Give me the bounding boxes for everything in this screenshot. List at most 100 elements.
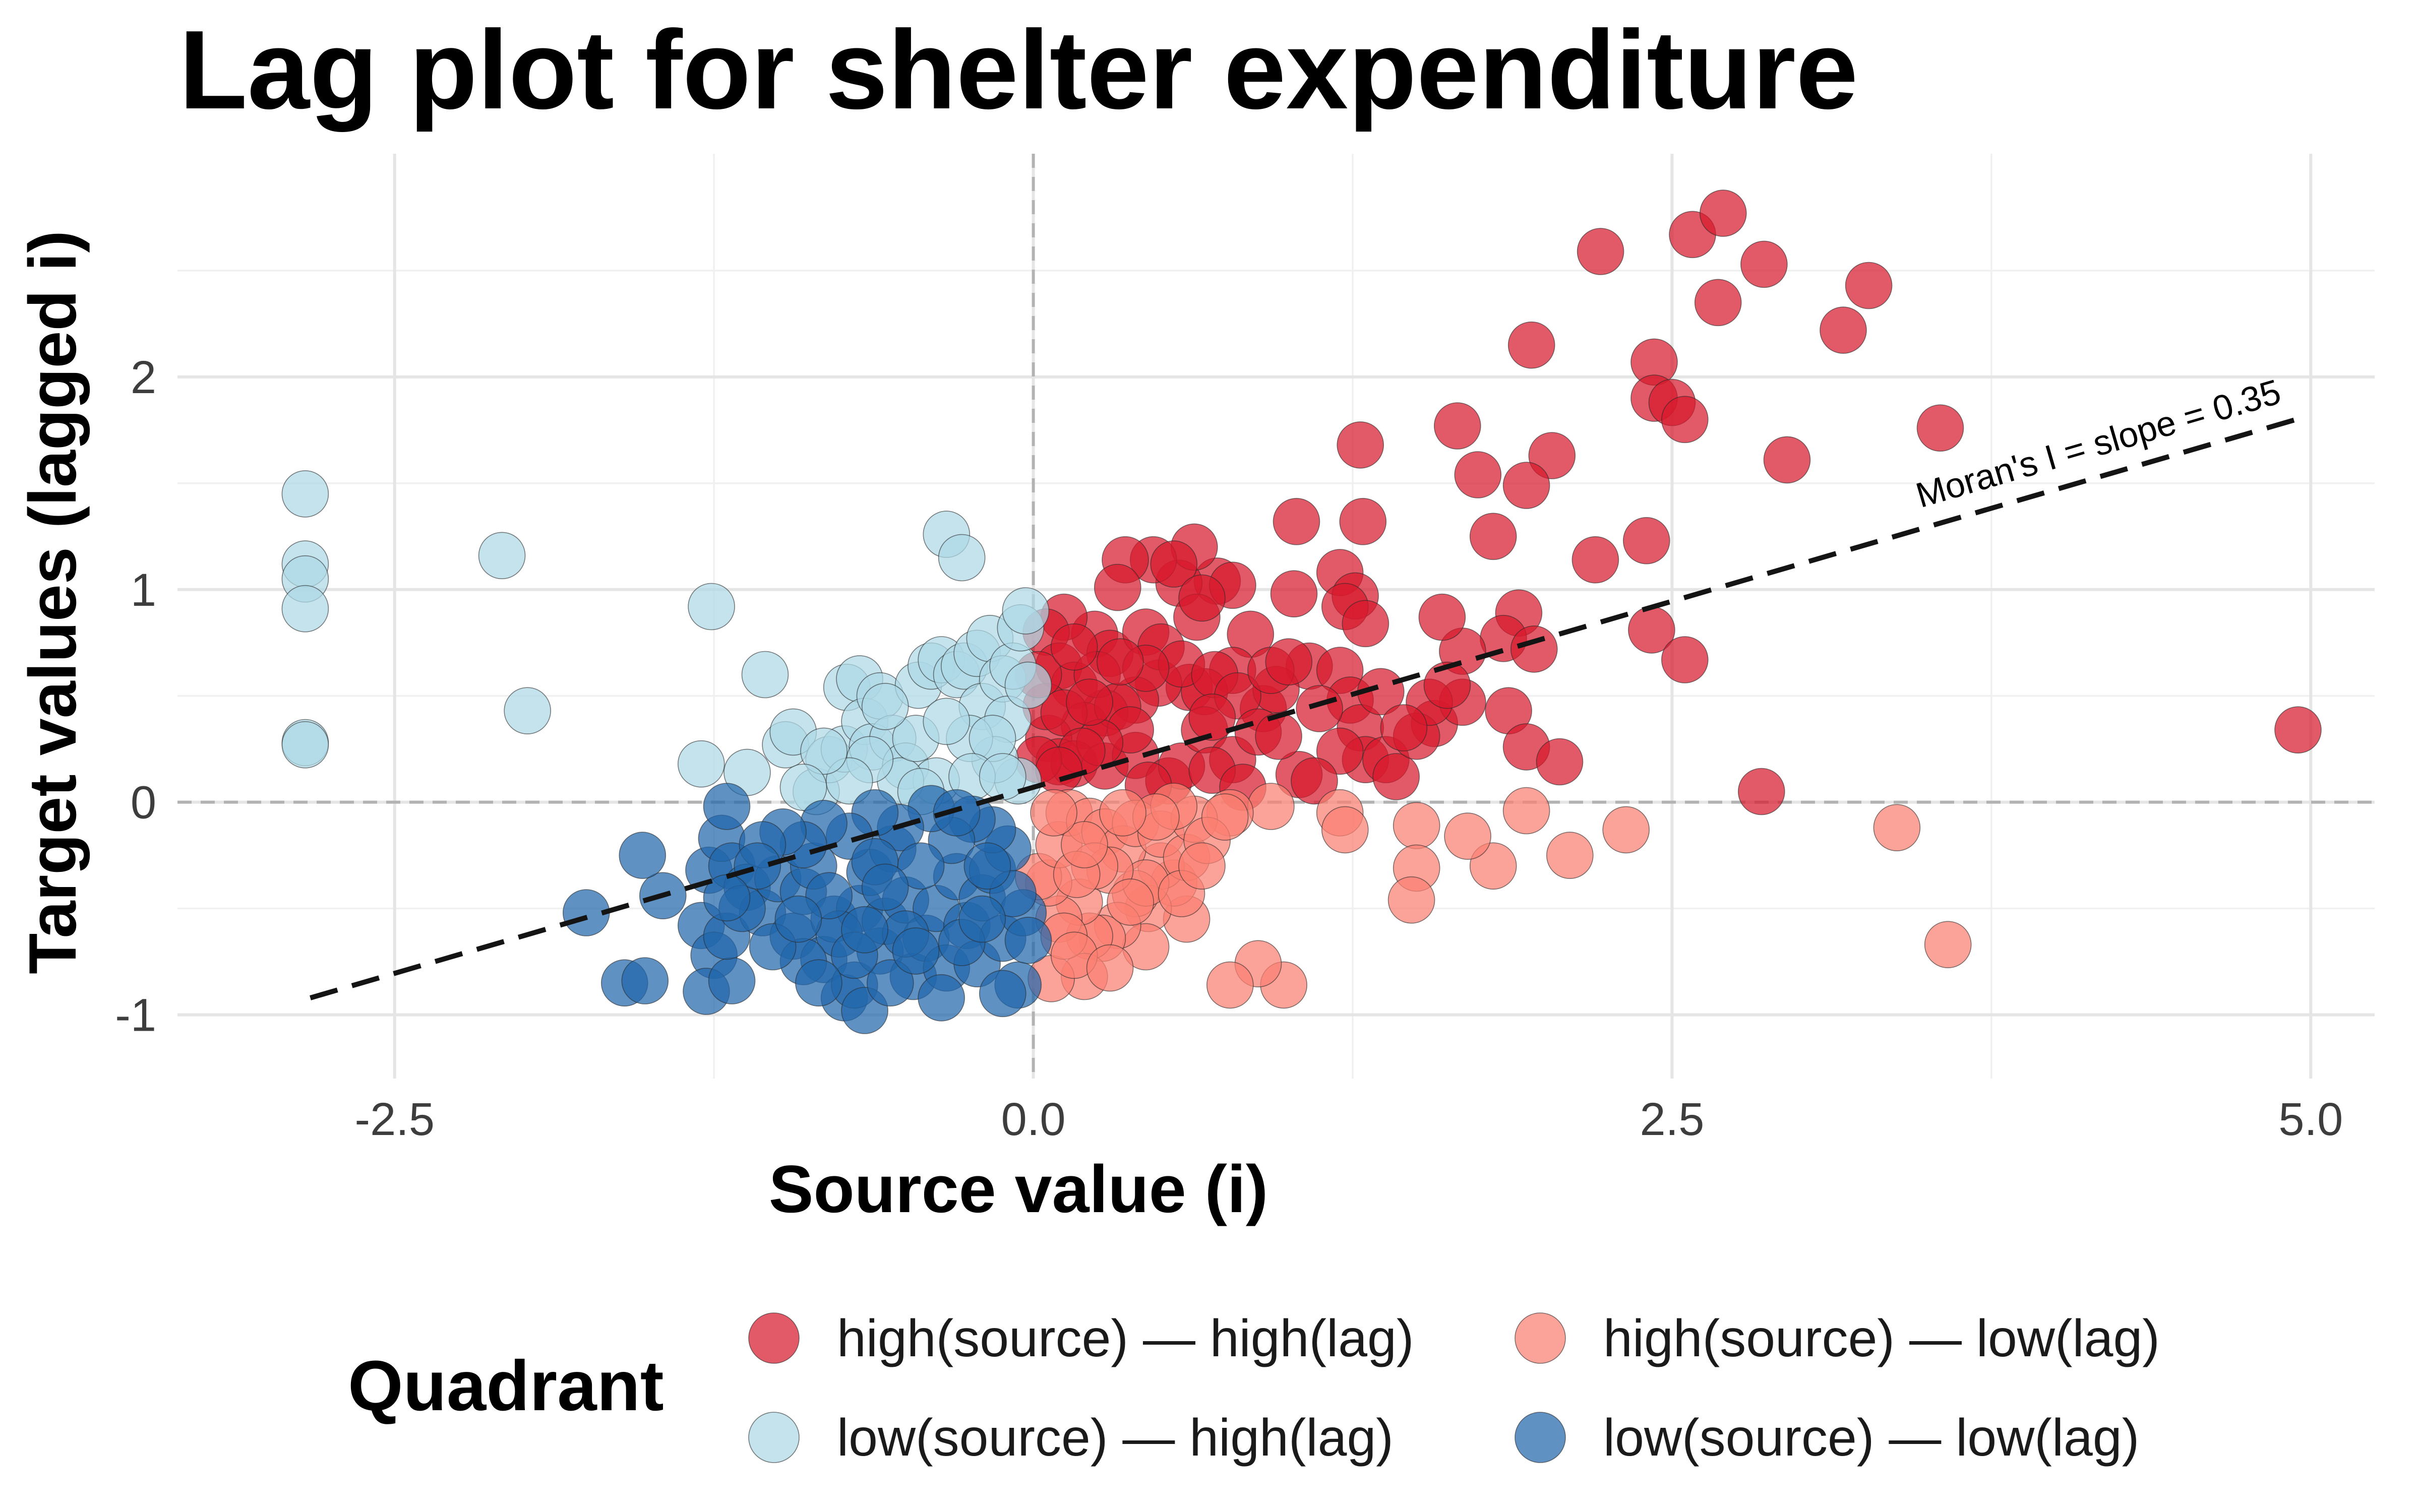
data-point bbox=[703, 783, 751, 830]
y-axis-label: Target values (lagged i) bbox=[16, 230, 90, 974]
data-point bbox=[1873, 804, 1921, 851]
x-axis-label: Source value (i) bbox=[769, 1152, 1268, 1227]
data-point bbox=[1270, 570, 1318, 617]
data-point bbox=[1291, 757, 1338, 805]
data-point bbox=[1372, 753, 1420, 800]
data-point bbox=[1188, 694, 1236, 741]
x-tick-label: 0.0 bbox=[1001, 1094, 1066, 1145]
data-point bbox=[708, 957, 756, 1004]
data-point bbox=[741, 651, 789, 699]
legend-items: high(source) — high(lag) low(source) — hi… bbox=[748, 1309, 2160, 1467]
y-tick-label: 2 bbox=[131, 352, 156, 403]
x-tick-label: 5.0 bbox=[2278, 1094, 2343, 1145]
data-point bbox=[1845, 262, 1893, 309]
data-point bbox=[1820, 306, 1867, 354]
data-point bbox=[281, 585, 329, 633]
data-point bbox=[1602, 806, 1650, 854]
data-point bbox=[1178, 574, 1226, 622]
data-point bbox=[779, 764, 827, 811]
data-point bbox=[1380, 704, 1428, 751]
data-point bbox=[1763, 436, 1811, 484]
data-point bbox=[1086, 944, 1134, 992]
data-point bbox=[688, 583, 735, 631]
data-point bbox=[1255, 713, 1302, 760]
data-point bbox=[1004, 661, 1052, 709]
x-tick-label: -2.5 bbox=[354, 1094, 435, 1145]
data-point bbox=[1004, 917, 1052, 964]
chart-title: Lag plot for shelter expenditure bbox=[179, 8, 1858, 133]
data-point bbox=[861, 863, 909, 911]
data-point bbox=[979, 970, 1026, 1018]
data-point bbox=[1916, 404, 1964, 452]
scatter-points bbox=[281, 190, 2322, 1034]
data-point bbox=[1150, 540, 1198, 588]
data-point bbox=[281, 470, 329, 518]
data-point bbox=[1337, 421, 1384, 469]
data-point bbox=[1002, 587, 1050, 635]
data-point bbox=[923, 698, 971, 745]
data-point bbox=[1738, 768, 1785, 815]
data-point bbox=[1201, 793, 1249, 841]
data-point bbox=[1066, 678, 1113, 726]
data-point bbox=[1536, 738, 1584, 786]
x-axis-tick-labels: -2.5 0.0 2.5 5.0 bbox=[354, 1094, 2343, 1145]
x-tick-label: 2.5 bbox=[1640, 1094, 1705, 1145]
data-point bbox=[1571, 536, 1619, 584]
legend-swatch bbox=[748, 1312, 800, 1364]
data-point bbox=[1469, 513, 1517, 560]
legend-item-hh: high(source) — high(lag) bbox=[748, 1309, 1414, 1368]
series-ll bbox=[563, 783, 1052, 1034]
data-point bbox=[1507, 321, 1555, 369]
legend-label: high(source) — high(lag) bbox=[837, 1309, 1414, 1368]
data-point bbox=[938, 534, 986, 582]
data-point bbox=[1247, 783, 1295, 830]
data-point bbox=[800, 727, 848, 775]
data-point bbox=[933, 789, 981, 837]
data-point bbox=[1502, 787, 1550, 835]
data-point bbox=[1206, 961, 1254, 1009]
data-point bbox=[1434, 402, 1481, 450]
data-point bbox=[1094, 563, 1141, 611]
data-point bbox=[918, 974, 965, 1022]
data-point bbox=[1418, 593, 1466, 641]
data-point bbox=[1502, 462, 1550, 509]
data-point bbox=[1661, 636, 1709, 683]
data-point bbox=[963, 842, 1011, 890]
data-point bbox=[979, 753, 1026, 800]
data-point bbox=[1577, 228, 1624, 275]
data-point bbox=[1700, 190, 1747, 237]
legend-swatch bbox=[1515, 1412, 1566, 1463]
plot-area: Moran's I = slope = 0.35 bbox=[177, 154, 2375, 1079]
data-point bbox=[1423, 661, 1471, 709]
series-hh bbox=[1014, 190, 2322, 815]
legend-item-ll: low(source) — low(lag) bbox=[1515, 1409, 2139, 1467]
legend-item-hl: high(source) — low(lag) bbox=[1515, 1309, 2160, 1368]
data-point bbox=[1694, 279, 1742, 327]
data-point bbox=[478, 532, 526, 580]
y-axis-tick-labels: -1 0 1 2 bbox=[115, 352, 156, 1041]
data-point bbox=[1387, 876, 1435, 924]
data-point bbox=[867, 959, 914, 1006]
data-point bbox=[1178, 842, 1226, 890]
data-point bbox=[619, 832, 667, 879]
legend-swatch bbox=[748, 1412, 800, 1463]
data-point bbox=[1296, 685, 1343, 732]
data-point bbox=[1740, 240, 1788, 288]
data-point bbox=[1050, 623, 1098, 671]
data-point bbox=[1454, 451, 1502, 498]
data-point bbox=[1546, 832, 1594, 879]
data-point bbox=[1444, 812, 1491, 860]
data-point bbox=[1321, 806, 1369, 854]
data-point bbox=[774, 895, 822, 943]
data-point bbox=[861, 683, 909, 730]
legend-item-lh: low(source) — high(lag) bbox=[748, 1409, 1394, 1467]
data-point bbox=[1273, 498, 1320, 545]
data-point bbox=[678, 740, 725, 788]
data-point bbox=[1265, 638, 1313, 685]
data-point bbox=[1107, 878, 1154, 926]
legend-label: high(source) — low(lag) bbox=[1603, 1309, 2160, 1368]
data-point bbox=[795, 959, 842, 1006]
data-point bbox=[281, 721, 329, 769]
data-point bbox=[1393, 802, 1440, 849]
